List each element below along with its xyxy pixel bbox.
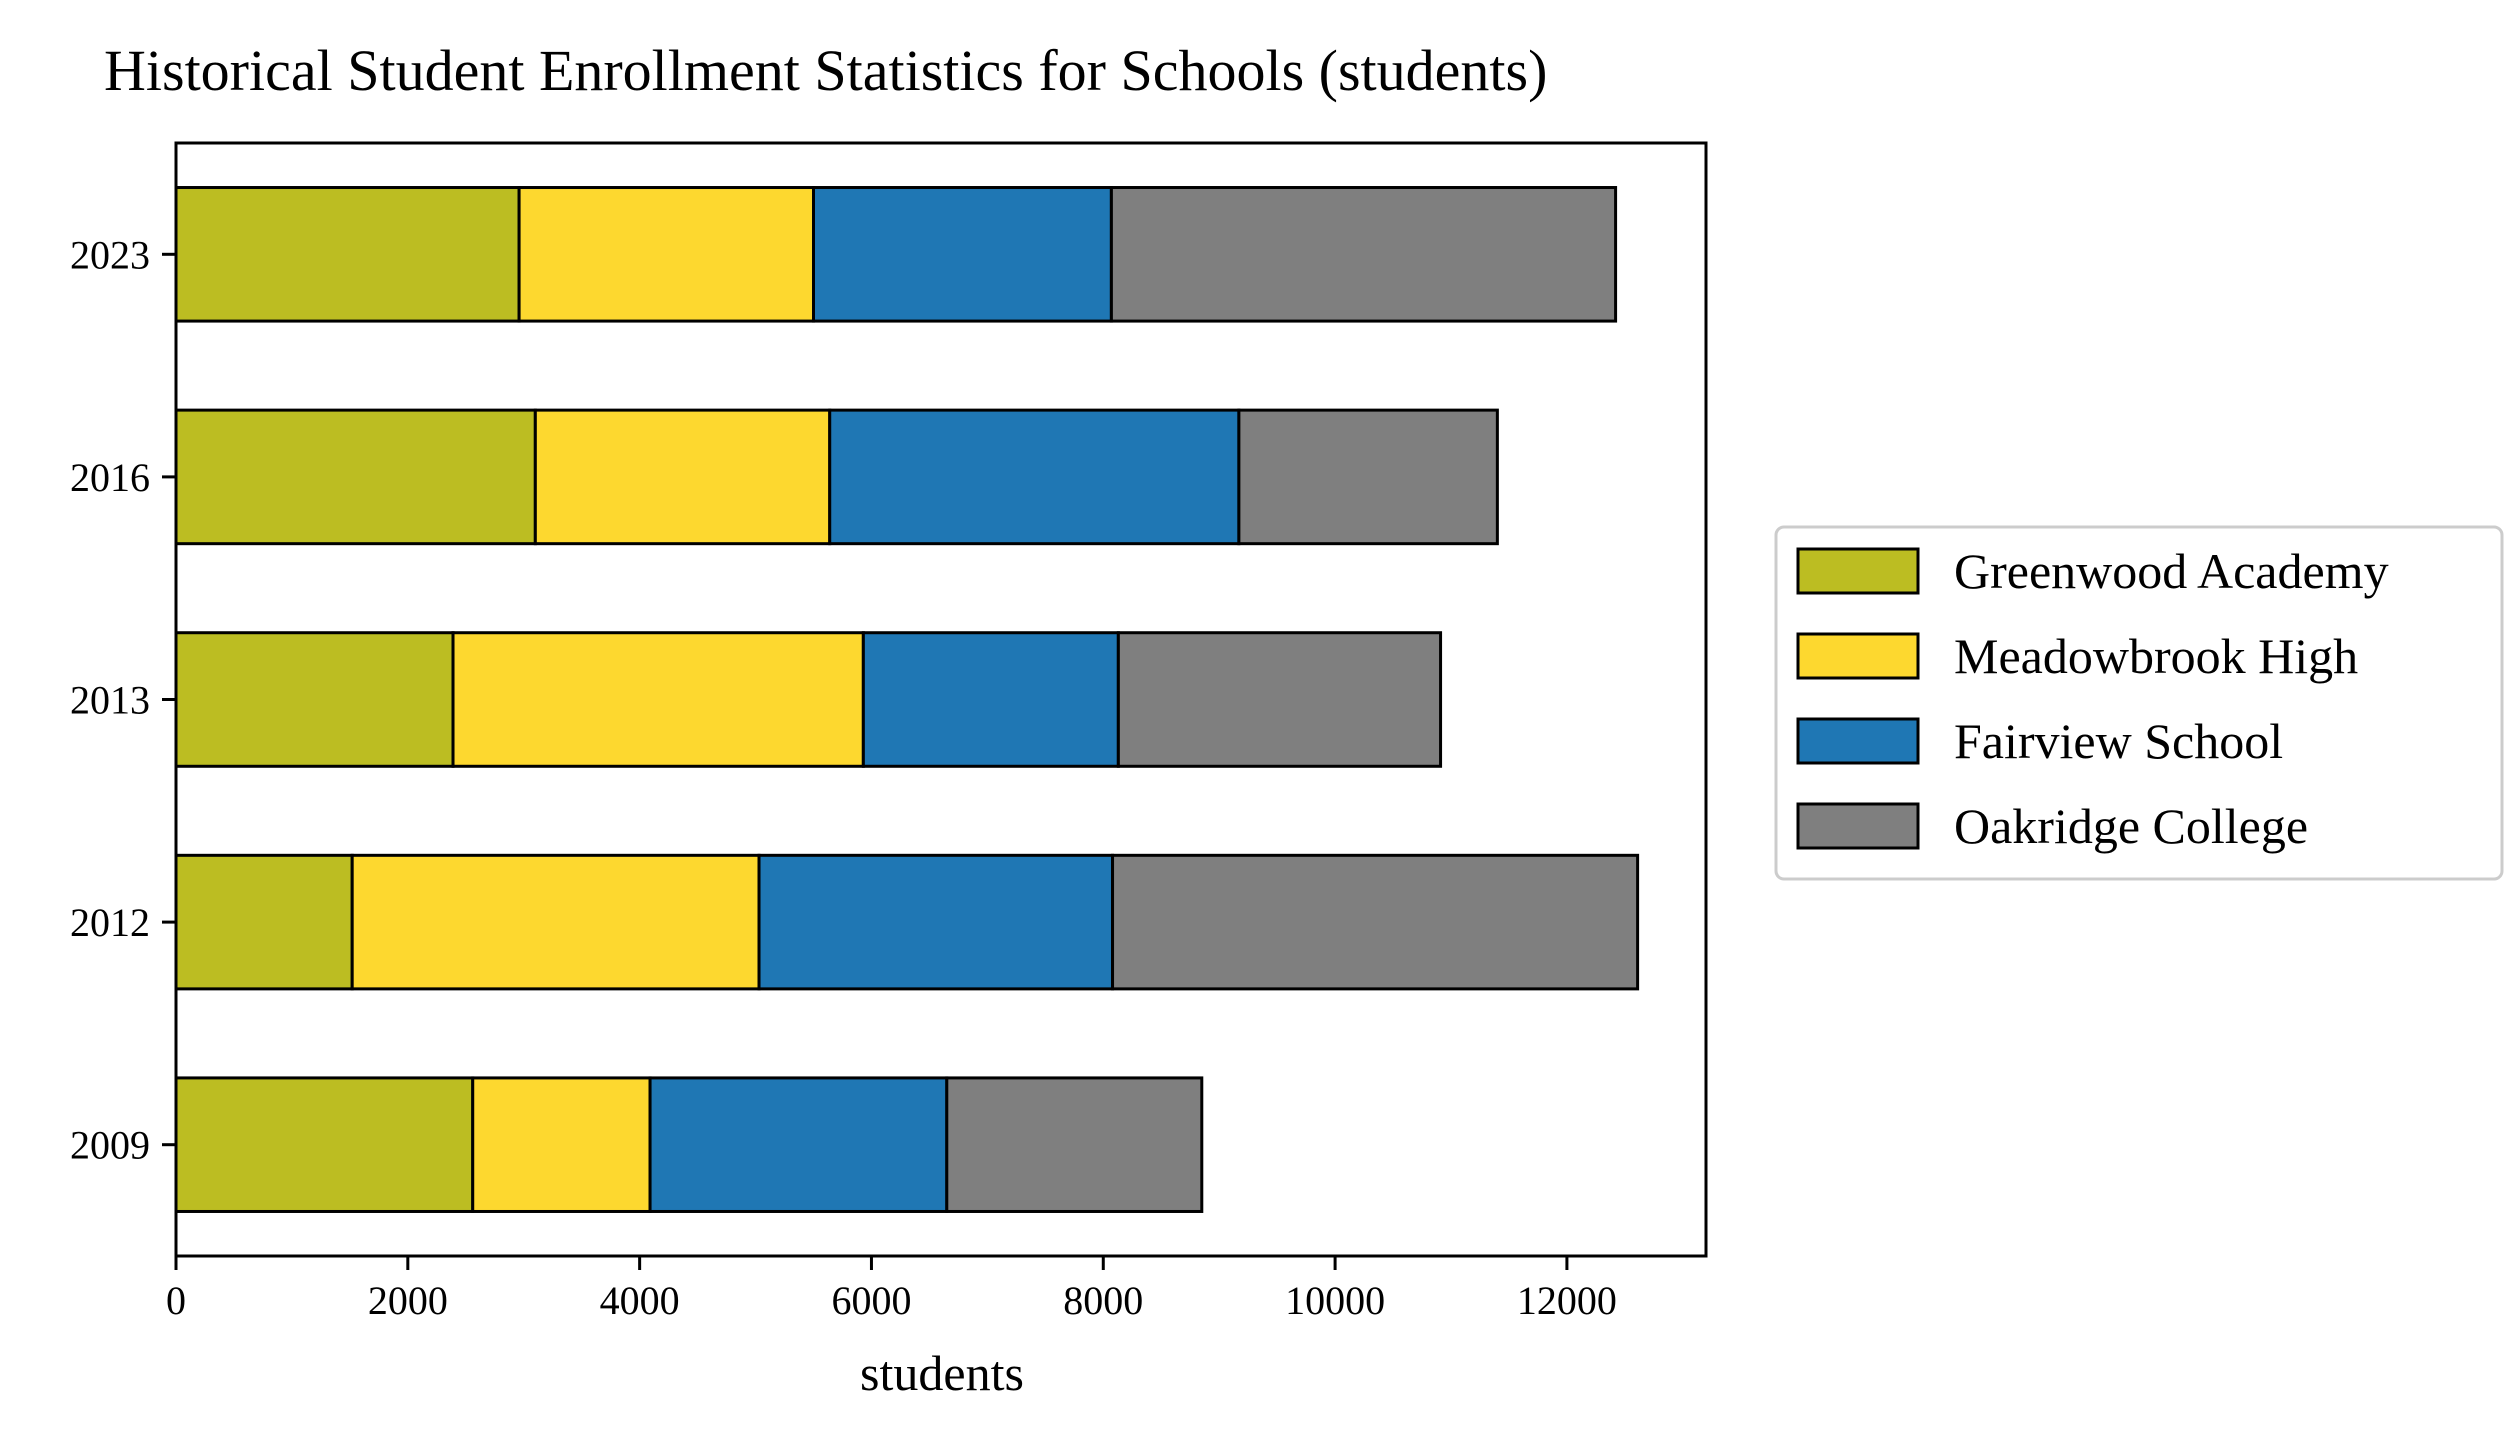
y-tick-label: 2009 (70, 1123, 150, 1168)
bar-2009-series-1 (471, 1076, 652, 1213)
bar-2012-series-1 (350, 853, 761, 991)
y-tick-label: 2013 (70, 678, 150, 723)
bar-2013-series-2 (861, 631, 1120, 768)
bar-2009-series-3 (945, 1076, 1204, 1213)
x-tick-label: 0 (166, 1278, 186, 1323)
chart-title: Historical Student Enrollment Statistics… (104, 38, 1547, 103)
legend-label: Oakridge College (1954, 798, 2308, 854)
x-tick-label: 4000 (600, 1278, 680, 1323)
bar-2013-series-1 (451, 631, 865, 768)
bar-2013-series-3 (1116, 631, 1443, 768)
y-tick-label: 2023 (70, 232, 150, 277)
x-tick-label: 12000 (1517, 1278, 1617, 1323)
bar-2023-series-2 (812, 186, 1113, 323)
x-tick-label: 6000 (831, 1278, 911, 1323)
legend-swatch (1796, 632, 1920, 680)
x-tick-label: 10000 (1285, 1278, 1385, 1323)
legend-box (1774, 525, 2504, 881)
bar-2012-series-2 (757, 853, 1115, 991)
bar-2016-series-1 (533, 408, 832, 546)
legend-label: Meadowbrook High (1954, 628, 2358, 684)
legend-label: Fairview School (1954, 713, 2283, 769)
axes-layer: 0 2000 4000 6000 8000 10000 12000 2009 2012 2013 2… (70, 141, 1708, 1323)
bar-2023-series-1 (517, 186, 815, 323)
bar-2009-series-2 (648, 1076, 949, 1213)
bar-2013-series-0 (174, 631, 455, 768)
legend-label: Greenwood Academy (1954, 543, 2389, 599)
bar-2023-series-0 (174, 186, 521, 323)
y-tick-label: 2016 (70, 455, 150, 500)
legend-swatch (1796, 802, 1920, 850)
x-tick-label: 2000 (368, 1278, 448, 1323)
bar-2012-series-3 (1111, 853, 1640, 991)
bar-2016-series-3 (1237, 408, 1499, 546)
legend: Greenwood Academy Meadowbrook High Fairvie… (1774, 525, 2504, 881)
x-tick-label: 8000 (1063, 1278, 1143, 1323)
bar-2016-series-0 (174, 408, 537, 546)
legend-swatch (1796, 547, 1920, 595)
bar-2012-series-0 (174, 853, 354, 991)
bar-2009-series-0 (174, 1076, 475, 1213)
bar-2016-series-2 (828, 408, 1241, 546)
y-tick-label: 2012 (70, 900, 150, 945)
bars-layer (174, 186, 1640, 1213)
legend-swatch (1796, 717, 1920, 765)
x-axis-label: students (860, 1345, 1024, 1401)
bar-2023-series-3 (1109, 186, 1618, 323)
